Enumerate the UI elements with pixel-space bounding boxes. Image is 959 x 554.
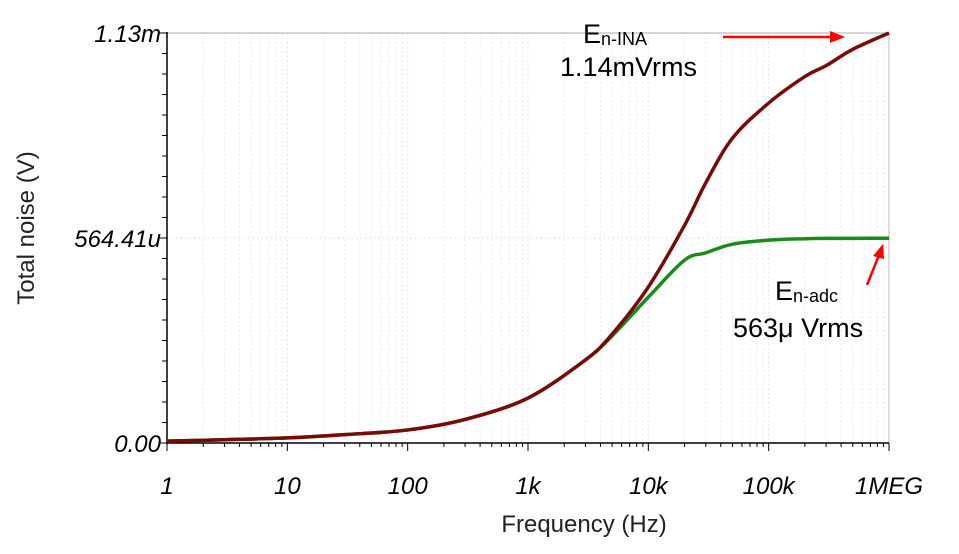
x-tick-label: 1k	[515, 473, 542, 500]
annotation-en-adc-value: 563μ Vrms	[733, 313, 863, 343]
x-tick-label: 1	[160, 473, 173, 500]
annotation-en-adc-symbol: En-adc	[775, 276, 838, 306]
y-tick-label: 0.00	[114, 431, 161, 458]
x-tick-label: 10k	[629, 473, 670, 500]
annotation-en-ina: En-INA 1.14mVrms	[560, 19, 845, 82]
annotation-en-ina-symbol: En-INA	[583, 19, 647, 49]
x-tick-label: 100	[388, 473, 429, 500]
series-line-en-ina	[166, 31, 890, 443]
arrow-head-en-ina	[830, 31, 845, 43]
y-tick-labels: 0.00 564.41u 1.13m	[74, 21, 161, 458]
axes	[159, 32, 890, 451]
annotation-en-adc: En-adc 563μ Vrms	[733, 244, 884, 343]
arrow-head-en-adc	[873, 244, 884, 259]
x-tick-label: 100k	[743, 473, 797, 500]
series-group	[166, 31, 890, 443]
annotation-en-ina-value: 1.14mVrms	[560, 52, 697, 82]
y-tick-label: 564.41u	[74, 226, 161, 253]
x-tick-labels: 1 10 100 1k 10k 100k 1MEG	[160, 473, 923, 500]
x-tick-label: 1MEG	[855, 473, 923, 500]
arrow-en-adc	[865, 254, 881, 286]
y-tick-label: 1.13m	[94, 21, 161, 48]
x-tick-label: 10	[274, 473, 301, 500]
y-axis-label: Total noise (V)	[13, 151, 40, 304]
x-axis-label: Frequency (Hz)	[501, 511, 666, 538]
